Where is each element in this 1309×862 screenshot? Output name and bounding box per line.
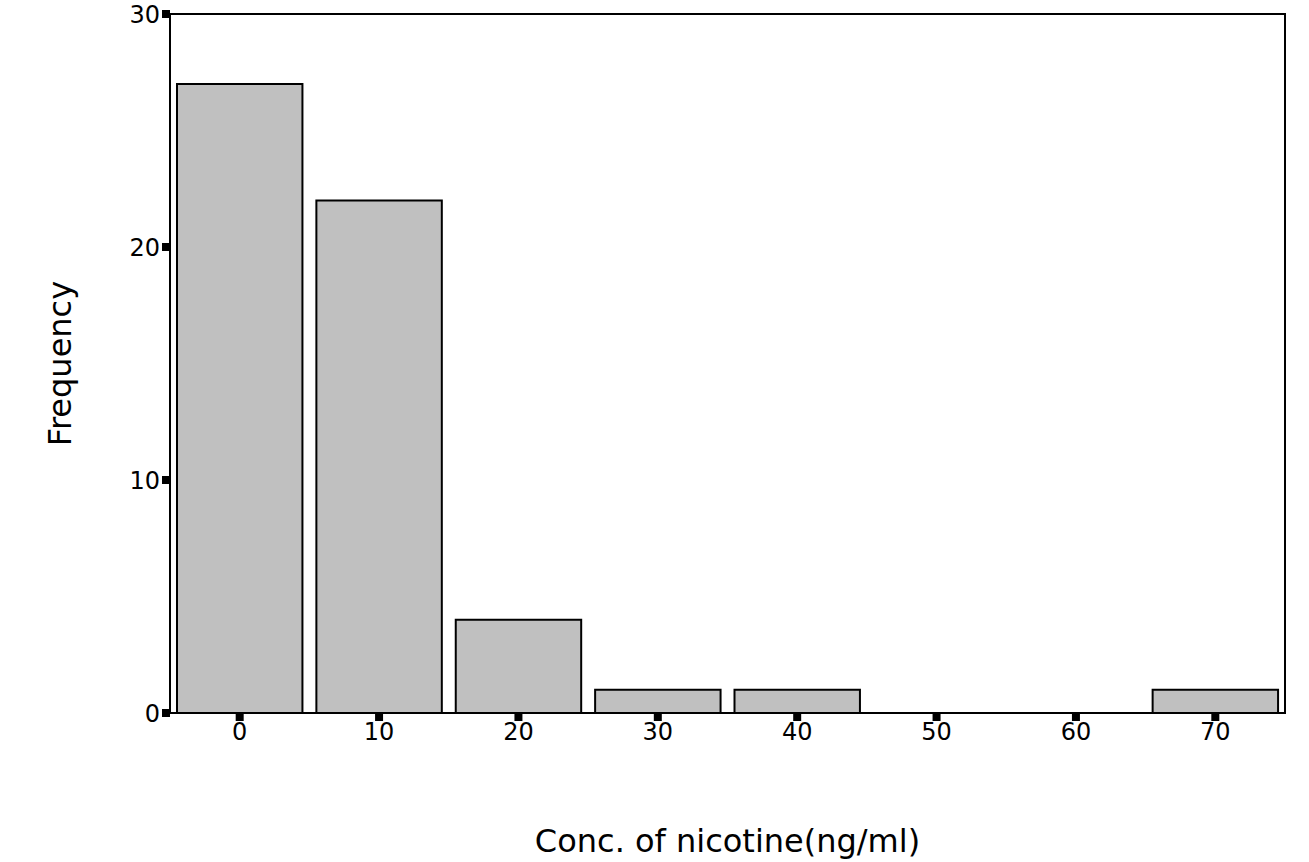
svg-text:0: 0 (145, 700, 160, 728)
svg-text:20: 20 (503, 718, 534, 746)
svg-text:Frequency: Frequency (41, 281, 79, 446)
svg-text:50: 50 (921, 718, 952, 746)
svg-text:0: 0 (232, 718, 247, 746)
svg-text:30: 30 (129, 1, 160, 29)
svg-text:70: 70 (1200, 718, 1231, 746)
svg-text:60: 60 (1061, 718, 1092, 746)
svg-text:Conc. of nicotine(ng/ml): Conc. of nicotine(ng/ml) (535, 822, 920, 860)
svg-text:30: 30 (643, 718, 674, 746)
svg-text:40: 40 (782, 718, 813, 746)
svg-text:10: 10 (129, 467, 160, 495)
svg-text:10: 10 (364, 718, 395, 746)
svg-text:20: 20 (129, 234, 160, 262)
